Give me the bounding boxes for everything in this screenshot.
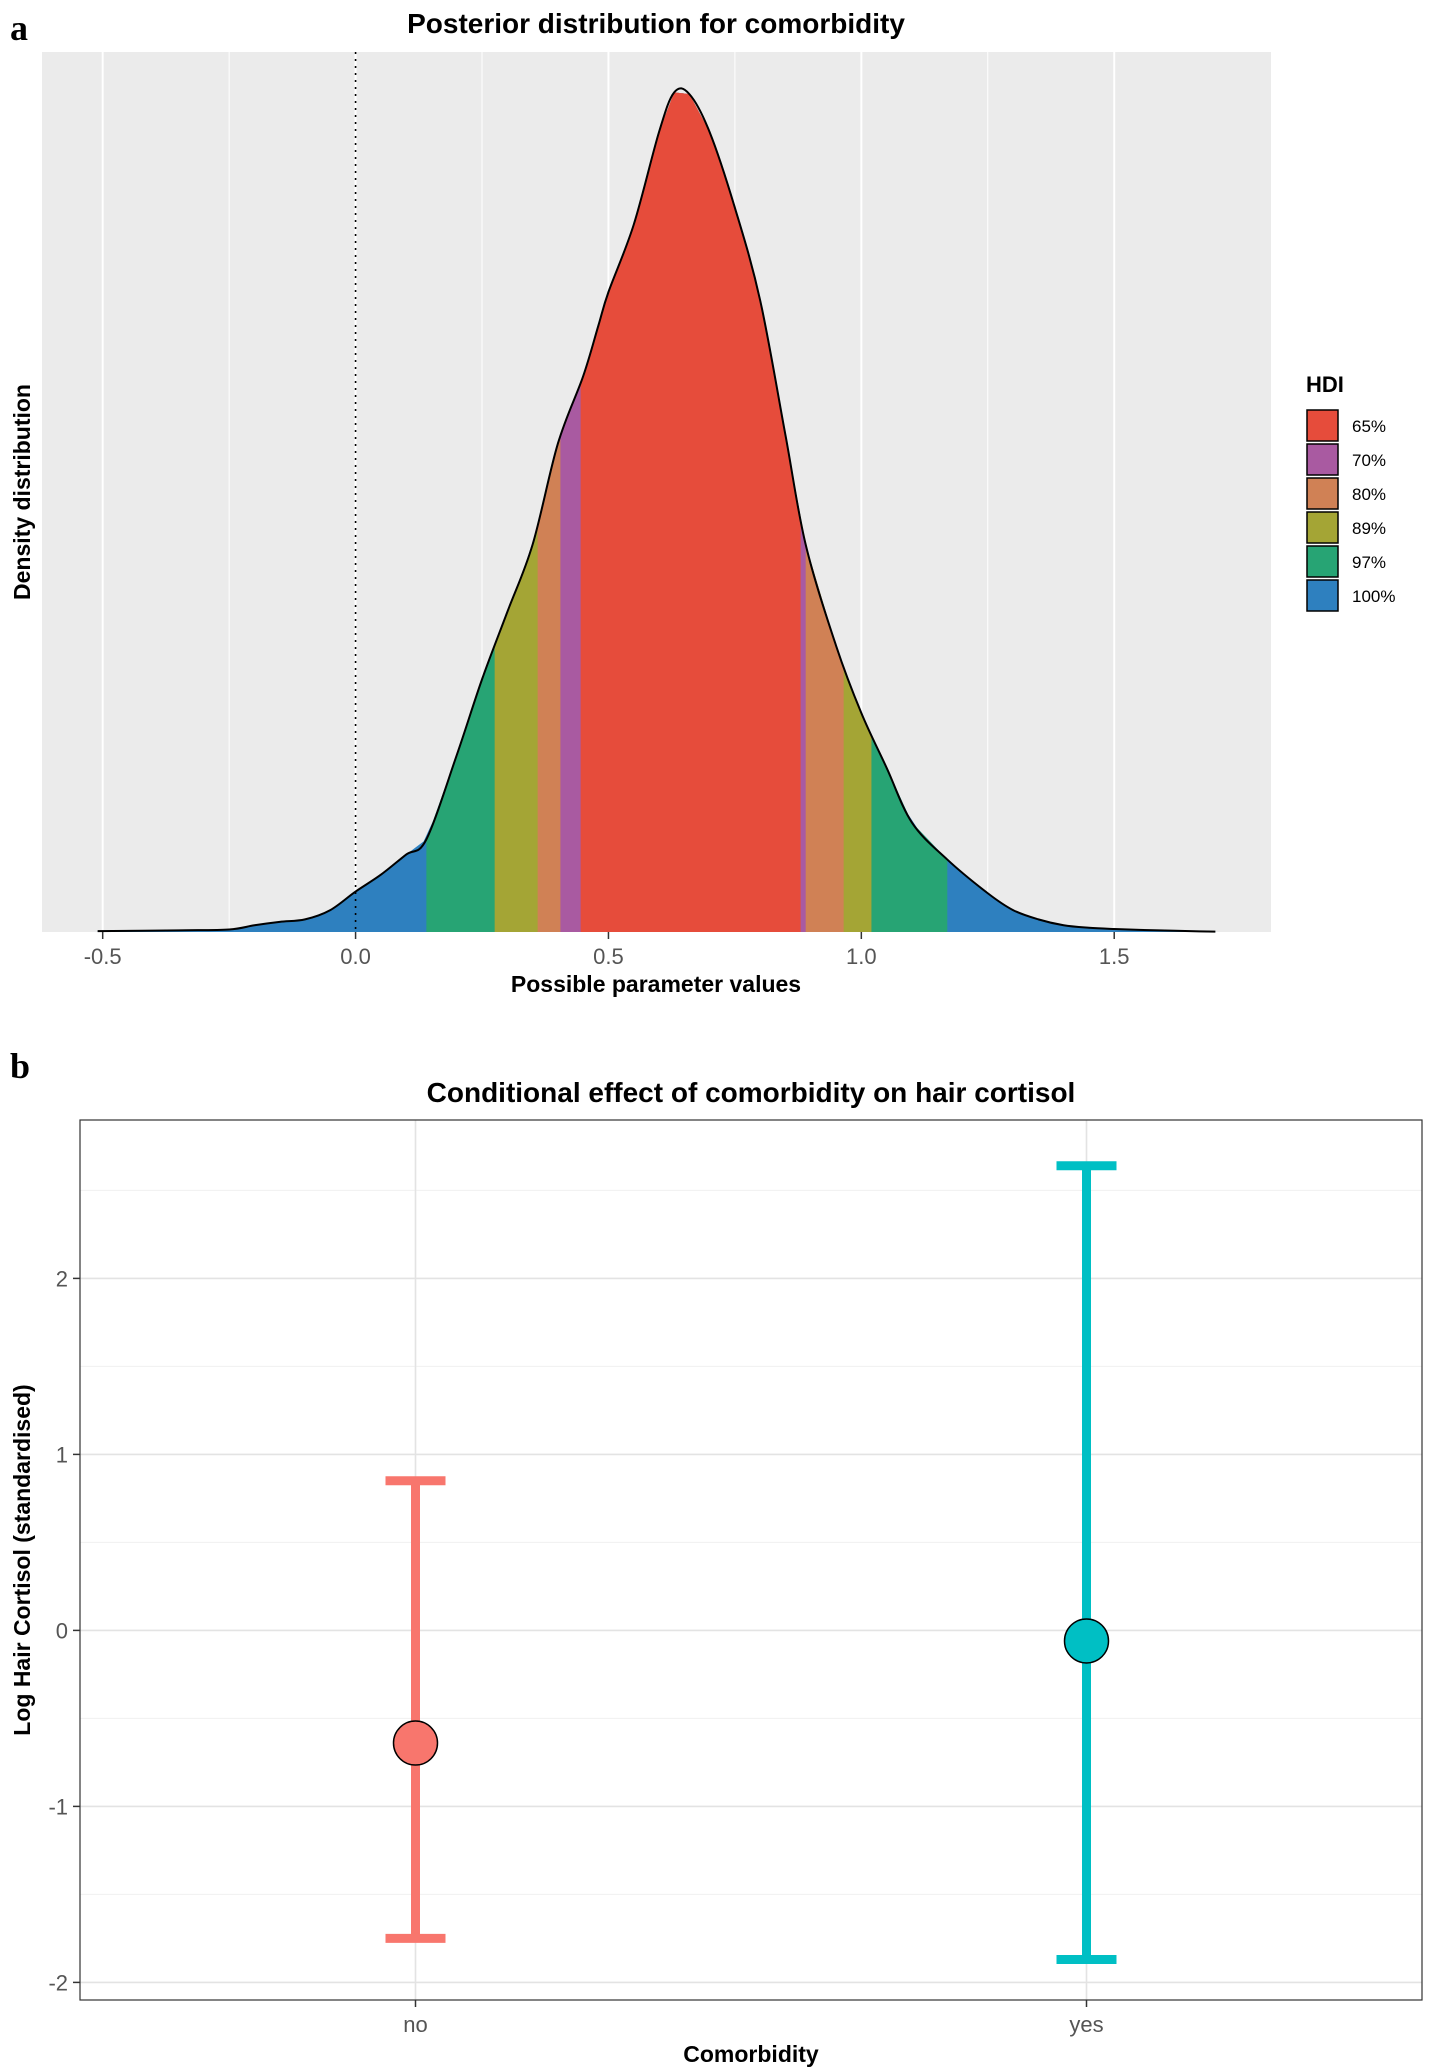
legend-swatch bbox=[1306, 477, 1339, 510]
legend-swatch bbox=[1306, 511, 1339, 544]
hdi-legend: HDI 65% 70% 80% 89% 97% 100% bbox=[1306, 372, 1395, 612]
y-tick-label: 1 bbox=[56, 1442, 68, 1467]
x-tick-label: 0.0 bbox=[340, 944, 371, 969]
legend-swatch bbox=[1306, 409, 1339, 442]
point-estimate-yes bbox=[1063, 1618, 1110, 1664]
legend-label: 100% bbox=[1352, 587, 1395, 606]
y-tick-label: -2 bbox=[48, 1970, 68, 1995]
point-estimate-no bbox=[392, 1720, 439, 1766]
x-tick-label: 1.5 bbox=[1099, 944, 1130, 969]
hdi-bands bbox=[97, 92, 1216, 933]
x-tick-label: -0.5 bbox=[84, 944, 122, 969]
y-axis-title-b: Log Hair Cortisol (standardised) bbox=[9, 1384, 35, 1735]
error-bar-yes bbox=[1056, 1161, 1117, 1965]
axis-ticks-b: -2 -1 0 1 2 no yes bbox=[48, 1266, 1103, 2037]
x-tick-label-no: no bbox=[403, 2012, 427, 2037]
legend-swatch bbox=[1306, 545, 1339, 578]
panel-letter-b: b bbox=[10, 1046, 30, 1086]
legend-title: HDI bbox=[1306, 372, 1344, 397]
panel-letter-a: a bbox=[10, 8, 28, 48]
legend-label: 70% bbox=[1352, 451, 1386, 470]
chart-a-title: Posterior distribution for comorbidity bbox=[407, 8, 905, 39]
x-axis-ticks: -0.5 0.0 0.5 1.0 1.5 bbox=[84, 932, 1130, 969]
legend-label: 65% bbox=[1352, 417, 1386, 436]
hdi-band-65 bbox=[580, 92, 801, 933]
y-tick-label: 0 bbox=[56, 1618, 68, 1643]
legend-swatch bbox=[1306, 579, 1339, 612]
chart-b-title: Conditional effect of comorbidity on hai… bbox=[427, 1077, 1076, 1108]
error-bar-no bbox=[385, 1476, 446, 1943]
y-tick-label: -1 bbox=[48, 1794, 68, 1819]
panel-b: b Conditional effect of comorbidity on h… bbox=[9, 1046, 1423, 2067]
legend-label: 89% bbox=[1352, 519, 1386, 538]
x-tick-label: 1.0 bbox=[846, 944, 877, 969]
plot-b-border bbox=[79, 1119, 1423, 2001]
density-curve bbox=[97, 87, 1216, 933]
plot-b-background bbox=[80, 1120, 1422, 2000]
y-axis-title-a: Density distribution bbox=[9, 384, 35, 600]
x-axis-title-a: Possible parameter values bbox=[511, 971, 801, 997]
legend-swatch bbox=[1306, 443, 1339, 476]
legend-label: 80% bbox=[1352, 485, 1386, 504]
error-bars bbox=[385, 1161, 1117, 1965]
y-tick-label: 2 bbox=[56, 1266, 68, 1291]
legend-label: 97% bbox=[1352, 553, 1386, 572]
x-tick-label-yes: yes bbox=[1069, 2012, 1103, 2037]
x-tick-label: 0.5 bbox=[593, 944, 624, 969]
x-axis-title-b: Comorbidity bbox=[683, 2041, 819, 2067]
panel-a: a Posterior distribution for comorbidity… bbox=[9, 8, 1395, 997]
